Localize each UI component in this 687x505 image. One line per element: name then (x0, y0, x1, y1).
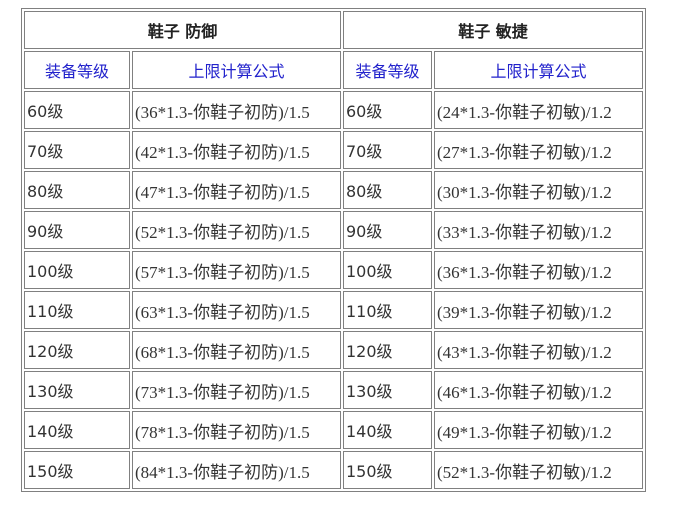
agility-formula-cell: (43*1.3-你鞋子初敏)/1.2 (434, 331, 643, 369)
agility-header: 鞋子 敏捷 (343, 11, 643, 49)
defense-formula-cell: (78*1.3-你鞋子初防)/1.5 (132, 411, 341, 449)
level-cell: 80级 (24, 171, 130, 209)
subheader-row: 装备等级 上限计算公式 装备等级 上限计算公式 (24, 51, 643, 89)
defense-formula-cell: (68*1.3-你鞋子初防)/1.5 (132, 331, 341, 369)
agility-formula-cell: (24*1.3-你鞋子初敏)/1.2 (434, 91, 643, 129)
agility-formula-cell: (27*1.3-你鞋子初敏)/1.2 (434, 131, 643, 169)
boots-stat-table: 鞋子 防御 鞋子 敏捷 装备等级 上限计算公式 装备等级 上限计算公式 60级(… (21, 8, 646, 492)
table-row: 130级 (73*1.3-你鞋子初防)/1.5 130级 (46*1.3-你鞋子初敏)… (24, 371, 643, 409)
level-cell: 130级 (24, 371, 130, 409)
level-cell: 90级 (24, 211, 130, 249)
agility-formula-cell: (39*1.3-你鞋子初敏)/1.2 (434, 291, 643, 329)
level-cell: 100级 (24, 251, 130, 289)
level-header: 装备等级 (24, 51, 130, 89)
level-header: 装备等级 (343, 51, 432, 89)
defense-formula-cell: (63*1.3-你鞋子初防)/1.5 (132, 291, 341, 329)
defense-header: 鞋子 防御 (24, 11, 341, 49)
defense-formula-cell: (47*1.3-你鞋子初防)/1.5 (132, 171, 341, 209)
header-row: 鞋子 防御 鞋子 敏捷 (24, 11, 643, 49)
defense-formula-cell: (42*1.3-你鞋子初防)/1.5 (132, 131, 341, 169)
level-cell: 100级 (343, 251, 432, 289)
level-cell: 90级 (343, 211, 432, 249)
level-cell: 120级 (343, 331, 432, 369)
table-row: 150级 (84*1.3-你鞋子初防)/1.5 150级 (52*1.3-你鞋子初敏)… (24, 451, 643, 489)
table-row: 100级 (57*1.3-你鞋子初防)/1.5 100级 (36*1.3-你鞋子初敏)… (24, 251, 643, 289)
defense-formula-cell: (52*1.3-你鞋子初防)/1.5 (132, 211, 341, 249)
level-cell: 110级 (24, 291, 130, 329)
agility-formula-cell: (36*1.3-你鞋子初敏)/1.2 (434, 251, 643, 289)
defense-formula-cell: (36*1.3-你鞋子初防)/1.5 (132, 91, 341, 129)
formula-header: 上限计算公式 (132, 51, 341, 89)
level-cell: 120级 (24, 331, 130, 369)
level-cell: 150级 (24, 451, 130, 489)
table-row: 80级 (47*1.3-你鞋子初防)/1.5 80级 (30*1.3-你鞋子初敏)/1… (24, 171, 643, 209)
table-row: 70级 (42*1.3-你鞋子初防)/1.5 70级 (27*1.3-你鞋子初敏)/1… (24, 131, 643, 169)
table-row: 110级 (63*1.3-你鞋子初防)/1.5 110级 (39*1.3-你鞋子初敏)… (24, 291, 643, 329)
level-cell: 130级 (343, 371, 432, 409)
table-row: 60级 (36*1.3-你鞋子初防)/1.5 60级 (24*1.3-你鞋子初敏)/1… (24, 91, 643, 129)
defense-formula-cell: (73*1.3-你鞋子初防)/1.5 (132, 371, 341, 409)
defense-formula-cell: (57*1.3-你鞋子初防)/1.5 (132, 251, 341, 289)
level-cell: 60级 (343, 91, 432, 129)
level-cell: 70级 (24, 131, 130, 169)
level-cell: 60级 (24, 91, 130, 129)
table-row: 90级 (52*1.3-你鞋子初防)/1.5 90级 (33*1.3-你鞋子初敏)/1… (24, 211, 643, 249)
agility-formula-cell: (30*1.3-你鞋子初敏)/1.2 (434, 171, 643, 209)
table-row: 140级 (78*1.3-你鞋子初防)/1.5 140级 (49*1.3-你鞋子初敏)… (24, 411, 643, 449)
level-cell: 80级 (343, 171, 432, 209)
formula-header: 上限计算公式 (434, 51, 643, 89)
agility-formula-cell: (52*1.3-你鞋子初敏)/1.2 (434, 451, 643, 489)
level-cell: 140级 (343, 411, 432, 449)
defense-formula-cell: (84*1.3-你鞋子初防)/1.5 (132, 451, 341, 489)
agility-formula-cell: (33*1.3-你鞋子初敏)/1.2 (434, 211, 643, 249)
agility-formula-cell: (49*1.3-你鞋子初敏)/1.2 (434, 411, 643, 449)
level-cell: 70级 (343, 131, 432, 169)
table-row: 120级 (68*1.3-你鞋子初防)/1.5 120级 (43*1.3-你鞋子初敏)… (24, 331, 643, 369)
agility-formula-cell: (46*1.3-你鞋子初敏)/1.2 (434, 371, 643, 409)
level-cell: 140级 (24, 411, 130, 449)
level-cell: 150级 (343, 451, 432, 489)
level-cell: 110级 (343, 291, 432, 329)
